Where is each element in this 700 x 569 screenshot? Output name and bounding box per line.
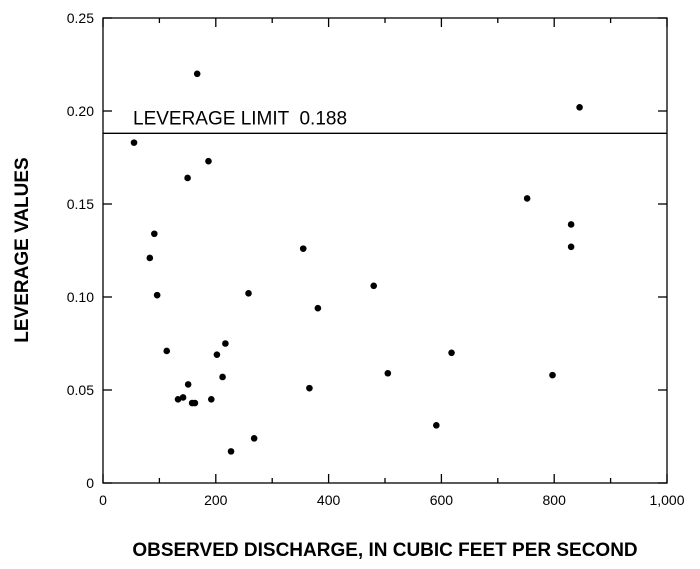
data-point <box>179 394 187 401</box>
data-point <box>306 384 313 392</box>
data-point <box>193 70 201 78</box>
data-point <box>523 195 531 202</box>
y-tick-label: 0.10 <box>67 289 94 305</box>
data-point <box>163 347 171 355</box>
data-point <box>448 349 455 357</box>
data-point <box>250 435 258 442</box>
data-point <box>433 422 440 429</box>
y-tick-label: 0.25 <box>67 10 94 26</box>
x-axis-title: OBSERVED DISCHARGE, IN CUBIC FEET PER SE… <box>132 540 637 561</box>
data-point <box>191 399 199 407</box>
data-point <box>576 103 583 111</box>
data-point <box>549 371 556 379</box>
data-point <box>184 381 192 388</box>
data-point <box>384 369 392 377</box>
x-tick-label: 200 <box>204 492 228 508</box>
y-tick-label: 0.05 <box>67 382 94 398</box>
data-point <box>222 340 229 347</box>
data-point <box>146 254 154 262</box>
data-point <box>213 351 221 358</box>
y-tick-label: 0.15 <box>67 196 94 212</box>
plot-frame <box>102 17 668 484</box>
data-point <box>151 230 158 238</box>
data-point <box>207 396 215 403</box>
data-point <box>567 243 575 251</box>
y-tick-label: 0 <box>86 475 94 491</box>
x-tick-label: 400 <box>317 492 341 508</box>
data-point <box>314 304 322 312</box>
y-axis-title: LEVERAGE VALUES <box>12 157 33 342</box>
data-point <box>227 448 235 455</box>
data-points <box>130 70 583 455</box>
data-point <box>174 396 182 403</box>
data-point <box>153 291 161 299</box>
data-point <box>219 373 226 381</box>
leverage-limit-label: LEVERAGE LIMIT 0.188 <box>133 108 347 129</box>
y-tick-label: 0.20 <box>67 103 94 119</box>
data-point <box>245 289 252 297</box>
x-axis-ticks: 0 200 400 600 800 1,000 <box>99 18 685 508</box>
x-tick-label: 1,000 <box>649 492 684 508</box>
x-tick-label: 800 <box>543 492 567 508</box>
x-tick-label: 600 <box>430 492 454 508</box>
data-point <box>567 221 575 228</box>
data-point <box>130 139 138 146</box>
data-point <box>299 245 307 252</box>
data-point <box>205 157 212 165</box>
x-tick-label: 0 <box>99 492 107 508</box>
data-point <box>184 174 191 182</box>
y-axis-ticks: 0 0.05 0.10 0.15 0.20 0.25 <box>67 10 667 491</box>
data-point <box>370 282 378 290</box>
